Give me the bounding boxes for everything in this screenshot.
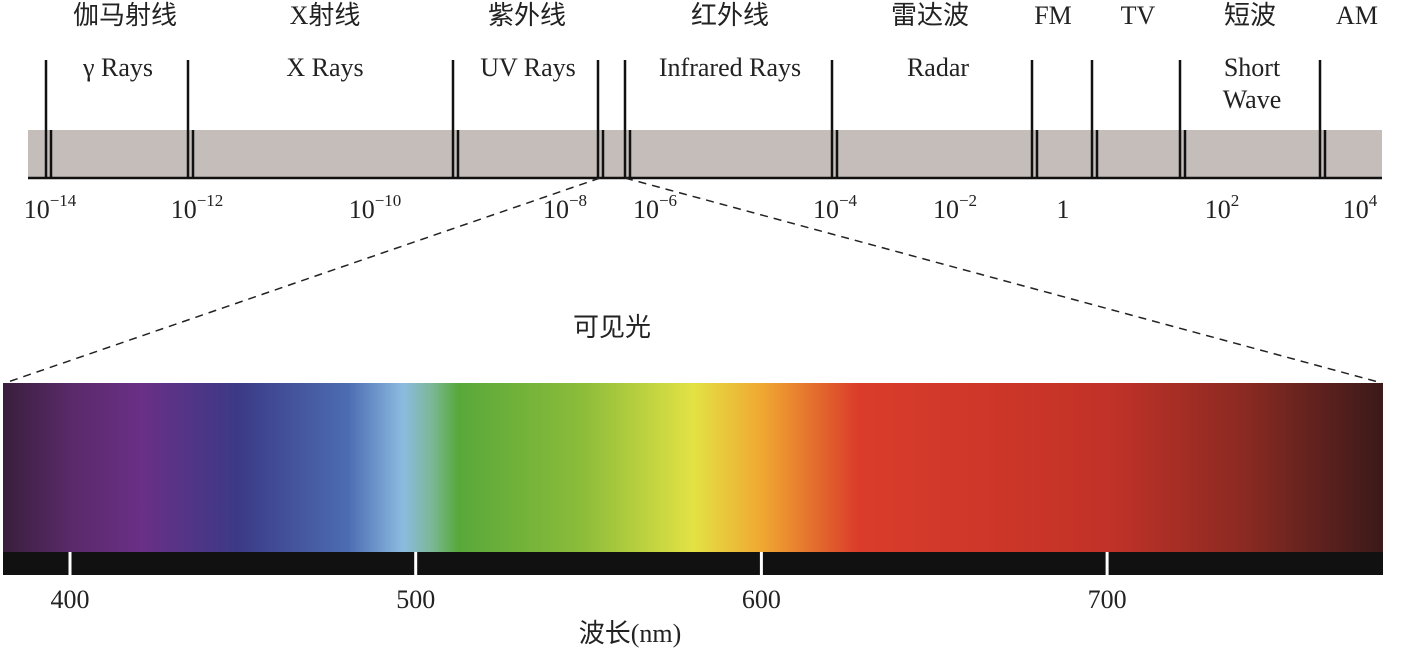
band-label: UV Rays — [480, 53, 576, 82]
scale-base: 10 — [1343, 195, 1369, 224]
band-label: γ Rays — [82, 53, 153, 82]
scale-label: 10−6 — [633, 191, 677, 224]
scale-label: 10−2 — [933, 191, 977, 224]
tick-label: 700 — [1088, 585, 1127, 614]
scale-exponent: −4 — [839, 191, 858, 210]
spectrum-band — [28, 130, 1382, 178]
scale-label: 10−8 — [543, 191, 587, 224]
scale-base: 10 — [1205, 195, 1231, 224]
zoom-line — [4, 177, 601, 384]
scale-exponent: −10 — [375, 191, 402, 210]
band-label: X Rays — [286, 53, 363, 82]
band-name: AM — [1336, 1, 1378, 30]
scale-base: 10 — [543, 195, 569, 224]
zoom-line — [624, 177, 1383, 384]
scale-label: 1 — [1057, 195, 1070, 224]
scale-base: 1 — [1057, 195, 1070, 224]
band-label: Radar — [907, 53, 969, 82]
scale-exponent: −6 — [659, 191, 677, 210]
band-name: 短波 — [1224, 1, 1276, 30]
wavelength-bar — [3, 552, 1383, 575]
dividers — [44, 60, 1327, 178]
scale-exponent: 4 — [1369, 191, 1378, 210]
scale-base: 10 — [24, 195, 50, 224]
scale-label: 104 — [1343, 191, 1378, 224]
tick-label: 600 — [742, 585, 781, 614]
scale-exponent: −12 — [197, 191, 224, 210]
axis-label: 波长(nm) — [579, 619, 682, 648]
visible-title: 可见光 — [573, 313, 651, 342]
tick-label: 500 — [396, 585, 435, 614]
band-name: 红外线 — [691, 1, 769, 30]
scale-label: 10−4 — [813, 191, 858, 224]
scale-base: 10 — [813, 195, 839, 224]
band-name: FM — [1034, 1, 1072, 30]
band-label: Short — [1224, 53, 1281, 82]
band-name: 伽马射线 — [73, 1, 177, 30]
scale-base: 10 — [349, 195, 375, 224]
scale-base: 10 — [171, 195, 197, 224]
scale-label: 102 — [1205, 191, 1240, 224]
band-label: Infrared Rays — [659, 53, 801, 82]
scale-label: 10−12 — [171, 191, 224, 224]
scale-base: 10 — [933, 195, 959, 224]
scale-exponent: −14 — [50, 191, 77, 210]
visible-spectrum — [3, 383, 1383, 552]
scale-exponent: 2 — [1231, 191, 1240, 210]
band-name: TV — [1121, 1, 1156, 30]
band-name: 雷达波 — [891, 1, 969, 30]
scale-exponent: −8 — [569, 191, 587, 210]
scale-label: 10−14 — [24, 191, 77, 224]
band-label: Wave — [1223, 85, 1282, 114]
band-name: 紫外线 — [488, 1, 566, 30]
band-name: X射线 — [290, 1, 361, 30]
scale-exponent: −2 — [959, 191, 977, 210]
tick-label: 400 — [51, 585, 90, 614]
scale-label: 10−10 — [349, 191, 402, 224]
scale-base: 10 — [633, 195, 659, 224]
